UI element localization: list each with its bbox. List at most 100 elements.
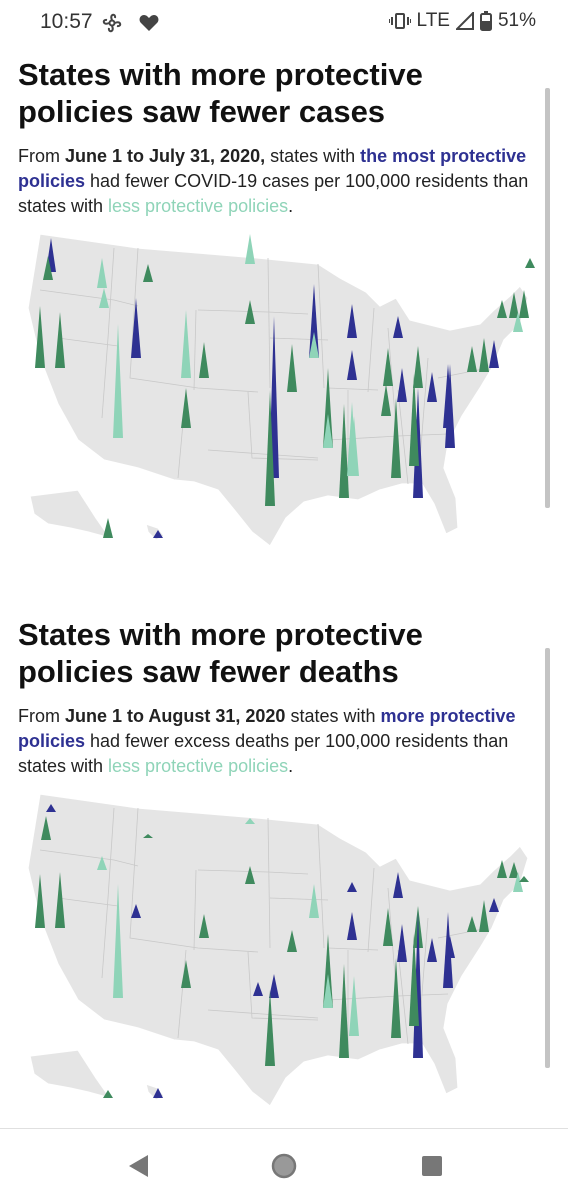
deaths-spike xyxy=(309,884,319,918)
deaths-spike xyxy=(253,982,263,996)
section-description: From June 1 to August 31, 2020 states wi… xyxy=(18,706,516,776)
cases-spike xyxy=(153,530,163,538)
deaths-spike xyxy=(349,976,359,1036)
cases-spike xyxy=(113,324,123,438)
less-protective-label: less protective policies xyxy=(108,756,289,776)
cases-spike xyxy=(97,258,107,288)
scroll-indicator xyxy=(545,648,550,1068)
deaths-spike xyxy=(383,908,393,946)
deaths-spike xyxy=(245,818,255,824)
deaths-spike xyxy=(131,904,141,918)
deaths-spike xyxy=(519,876,529,882)
cases-spike xyxy=(513,312,523,332)
cases-spike xyxy=(245,300,255,324)
cases-spike xyxy=(497,300,507,318)
deaths-spike xyxy=(46,804,56,812)
deaths-spike xyxy=(479,900,489,932)
cases-spike xyxy=(347,350,357,380)
cases-spike xyxy=(287,344,297,392)
cases-spike xyxy=(413,388,423,498)
cases-spike xyxy=(181,310,191,378)
deaths-spike xyxy=(103,1090,113,1098)
deaths-spike xyxy=(181,960,191,988)
cases-spike xyxy=(309,284,319,358)
spike-layer-deaths xyxy=(35,804,529,1098)
recents-icon[interactable] xyxy=(417,1151,447,1181)
deaths-spike xyxy=(497,860,507,878)
deaths-spike xyxy=(97,856,107,870)
status-bar: 10:57 LTE 51% xyxy=(0,0,568,44)
cases-spike xyxy=(347,402,357,476)
cases-spike xyxy=(397,368,407,402)
deaths-spike xyxy=(513,872,523,892)
home-icon[interactable] xyxy=(269,1151,299,1181)
deaths-spike xyxy=(199,914,209,938)
cases-spike xyxy=(519,290,529,318)
deaths-spike xyxy=(55,872,65,928)
us-outline xyxy=(27,793,529,1107)
cases-spike xyxy=(55,312,65,368)
navigation-bar xyxy=(0,1128,568,1201)
deaths-spike xyxy=(269,974,279,998)
cases-spike xyxy=(245,234,255,264)
deaths-spike xyxy=(41,816,51,840)
back-icon[interactable] xyxy=(124,1151,154,1181)
cases-spike xyxy=(479,338,489,372)
deaths-spike xyxy=(509,862,519,878)
deaths-spike xyxy=(265,990,275,1066)
cases-spike xyxy=(427,372,437,402)
deaths-spike xyxy=(347,912,357,940)
cases-spike xyxy=(131,298,141,358)
deaths-spike xyxy=(397,924,407,962)
deaths-spike xyxy=(409,934,419,1026)
deaths-spike xyxy=(287,930,297,952)
cases-spike xyxy=(265,390,275,506)
less-protective-label: less protective policies xyxy=(108,196,289,216)
more-protective-label: more protective policies xyxy=(18,706,516,751)
deaths-spike xyxy=(467,916,477,932)
cases-spike xyxy=(509,292,519,318)
cases-spike xyxy=(323,368,333,448)
battery-label: 51% xyxy=(497,10,536,31)
cases-spike xyxy=(443,364,453,428)
status-time: 10:57 xyxy=(40,10,93,33)
section-title: States with more protective policies saw… xyxy=(18,617,423,689)
cases-spike xyxy=(143,264,153,282)
deaths-spike xyxy=(489,898,499,912)
network-label: LTE xyxy=(416,10,450,31)
cases-spike xyxy=(391,398,401,478)
deaths-spike xyxy=(153,1088,163,1098)
cases-spike xyxy=(383,348,393,386)
cases-spike xyxy=(489,340,499,368)
battery-icon xyxy=(479,11,492,31)
deaths-spike xyxy=(35,874,45,928)
deaths-spike xyxy=(323,934,333,1008)
deaths-spike xyxy=(339,964,349,1058)
cases-spike xyxy=(409,374,419,466)
section-title: States with more protective policies saw… xyxy=(18,57,423,129)
scroll-indicator xyxy=(545,88,550,508)
cases-spike xyxy=(309,332,319,358)
vibrate-icon xyxy=(388,13,411,29)
cases-spike xyxy=(339,404,349,498)
state-borders xyxy=(39,247,489,496)
cases-spike xyxy=(393,316,403,338)
us-map-cases xyxy=(27,233,535,547)
cases-spike xyxy=(413,346,423,388)
us-outline xyxy=(27,233,529,547)
cases-spike xyxy=(467,346,477,372)
deaths-spike xyxy=(113,884,123,998)
cases-spike xyxy=(43,256,53,280)
deaths-spike xyxy=(347,882,357,892)
cases-spike xyxy=(181,388,191,428)
us-map-deaths xyxy=(27,793,529,1107)
cases-spike xyxy=(103,518,113,538)
cases-spike xyxy=(99,288,109,308)
spike-layer-cases xyxy=(35,234,535,538)
deaths-spike xyxy=(143,834,153,838)
section-description: From June 1 to July 31, 2020, states wit… xyxy=(18,146,529,216)
deaths-spike xyxy=(391,958,401,1038)
signal-icon xyxy=(455,12,474,30)
fan-icon xyxy=(102,13,122,33)
cases-spike xyxy=(323,414,333,448)
